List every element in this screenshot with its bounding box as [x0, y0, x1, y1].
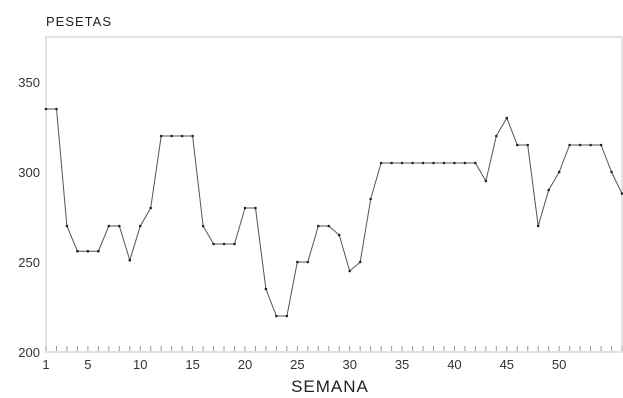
data-point	[306, 260, 310, 264]
x-axis-title: SEMANA	[291, 377, 369, 396]
y-tick-label: 300	[18, 165, 40, 180]
y-tick-label: 250	[18, 255, 40, 270]
data-point	[107, 224, 111, 228]
x-tick-marks	[45, 346, 623, 351]
data-point	[369, 197, 372, 201]
data-point	[222, 242, 226, 246]
data-point	[233, 242, 236, 246]
data-point	[453, 161, 456, 165]
x-tick-label: 35	[395, 357, 409, 372]
data-point	[568, 143, 571, 147]
data-point	[379, 161, 383, 165]
data-point	[495, 134, 498, 138]
data-point	[547, 188, 550, 192]
data-point	[44, 107, 48, 111]
data-point	[474, 161, 477, 165]
data-point	[159, 134, 163, 138]
data-point	[411, 161, 414, 165]
y-tick-labels: 200 250 300 350	[18, 75, 40, 360]
series-line	[46, 108, 623, 317]
x-tick-label: 50	[552, 357, 566, 372]
data-point	[170, 134, 173, 138]
data-point	[348, 269, 352, 273]
data-point	[243, 206, 247, 210]
data-point	[536, 224, 540, 228]
data-point	[589, 143, 592, 147]
x-tick-label: 25	[290, 357, 304, 372]
data-point	[358, 260, 362, 264]
data-point	[557, 170, 561, 174]
data-point	[264, 287, 268, 291]
data-point	[421, 161, 425, 165]
data-point	[484, 179, 488, 183]
data-point	[138, 224, 142, 228]
data-point	[118, 224, 121, 228]
x-tick-label: 40	[447, 357, 461, 372]
data-point	[620, 192, 623, 195]
data-point	[337, 233, 341, 237]
data-point	[86, 249, 90, 253]
data-point	[128, 258, 132, 262]
data-point	[201, 224, 205, 228]
data-point	[76, 249, 79, 253]
y-tick-label: 200	[18, 345, 40, 360]
data-point	[285, 314, 289, 318]
x-tick-label: 15	[185, 357, 199, 372]
data-point	[505, 116, 509, 120]
data-point	[432, 161, 435, 165]
x-tick-label: 1	[42, 357, 49, 372]
data-point	[55, 107, 58, 111]
data-point	[254, 206, 257, 210]
x-tick-label: 10	[133, 357, 147, 372]
data-point	[296, 260, 299, 264]
data-point	[578, 143, 582, 147]
data-point	[610, 170, 613, 174]
x-tick-label: 30	[342, 357, 356, 372]
plot-frame	[45, 36, 623, 353]
data-point	[212, 242, 215, 246]
x-tick-label: 5	[84, 357, 91, 372]
x-tick-label: 20	[238, 357, 252, 372]
data-point	[463, 161, 467, 165]
data-point	[390, 161, 393, 165]
data-point	[442, 161, 446, 165]
series-pesetas	[44, 107, 623, 318]
data-point	[526, 143, 530, 147]
data-point	[400, 161, 404, 165]
data-point	[316, 224, 320, 228]
y-tick-label: 350	[18, 75, 40, 90]
data-point	[275, 314, 278, 318]
data-point	[97, 249, 100, 253]
data-point	[515, 143, 519, 147]
x-tick-labels: 1 5 10 15 20 25 30 35 40 45 50	[42, 357, 566, 372]
data-point	[599, 143, 603, 147]
data-point	[149, 206, 153, 210]
data-point	[65, 224, 69, 228]
data-point	[180, 134, 184, 138]
x-tick-label: 45	[500, 357, 514, 372]
data-point	[191, 134, 194, 138]
y-axis-title: PESETAS	[46, 14, 112, 29]
data-point	[327, 224, 331, 228]
